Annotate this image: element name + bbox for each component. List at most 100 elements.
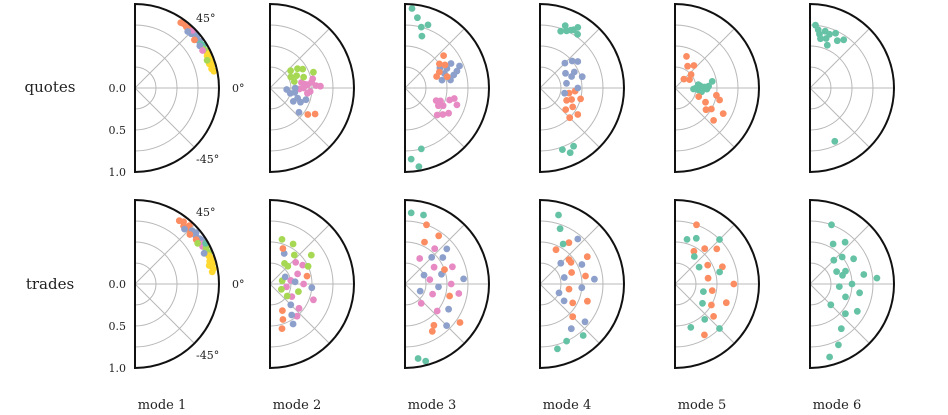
data-point-green: [278, 236, 286, 243]
angle-gridline: [404, 28, 465, 89]
data-point-orange: [565, 285, 573, 293]
data-point-orange: [278, 325, 286, 332]
data-point-orange: [279, 245, 287, 252]
angle-gridline: [674, 87, 735, 148]
data-point-teal: [832, 29, 839, 37]
data-point-orange: [565, 239, 573, 247]
panel-frame: [674, 2, 760, 174]
data-point-pink: [317, 82, 324, 90]
data-point-blue: [578, 284, 586, 292]
column-label-mode-4: mode 4: [543, 398, 592, 413]
data-point-blue: [297, 98, 304, 106]
data-point-teal: [563, 337, 570, 345]
data-point-orange: [695, 93, 703, 100]
data-point-blue: [184, 28, 192, 35]
data-point-teal: [690, 253, 698, 260]
data-point-blue: [438, 76, 446, 84]
angle-gridline: [269, 28, 330, 89]
data-point-teal: [683, 236, 691, 243]
data-point-orange: [569, 313, 577, 321]
angle-tick-0-top: 0°: [232, 82, 245, 95]
data-point-blue: [443, 245, 451, 253]
data-point-teal: [716, 268, 723, 276]
data-point-orange: [722, 299, 730, 307]
data-point-green: [281, 260, 288, 267]
data-point-teal: [561, 22, 569, 30]
data-point-blue: [561, 89, 568, 97]
data-point-teal: [417, 145, 425, 153]
column-label-mode-5: mode 5: [678, 398, 727, 413]
data-point-green: [307, 251, 315, 259]
data-point-orange: [690, 247, 698, 255]
data-point-blue: [578, 73, 586, 81]
column-label-mode-2: mode 2: [273, 398, 322, 413]
data-point-teal: [420, 211, 427, 219]
data-point-orange: [279, 316, 287, 323]
data-point-blue: [439, 254, 447, 261]
data-point-teal: [698, 88, 705, 96]
panel-quotes-mode-3: [404, 2, 490, 174]
data-point-teal: [826, 353, 833, 361]
data-point-teal: [716, 325, 723, 332]
data-point-green: [194, 239, 202, 247]
data-point-teal: [414, 14, 421, 22]
data-point-blue: [289, 98, 297, 105]
data-point-orange: [436, 60, 443, 68]
data-point-orange: [684, 62, 691, 70]
data-point-pink: [304, 89, 311, 97]
data-point-orange: [704, 274, 712, 282]
angle-tick-0-bottom: 0°: [232, 278, 245, 291]
angle-gridline: [134, 28, 195, 89]
panel-frame: [539, 198, 625, 370]
data-point-yellow: [210, 67, 218, 75]
data-point-teal: [842, 293, 849, 301]
data-point-teal: [833, 268, 840, 275]
data-point-pink: [301, 80, 309, 88]
panel-trades-mode-4: [539, 198, 625, 370]
data-point-blue: [560, 297, 568, 305]
data-point-teal: [554, 345, 561, 353]
data-point-teal: [559, 240, 567, 248]
data-point-pink: [435, 102, 442, 110]
angle-tick-45-top: 45°: [196, 12, 216, 25]
data-point-orange: [710, 117, 717, 124]
data-point-orange: [563, 97, 570, 104]
data-point-green: [294, 65, 301, 73]
column-label-mode-1: mode 1: [138, 398, 187, 413]
data-point-pink: [453, 101, 461, 109]
data-point-teal: [567, 26, 575, 34]
data-point-orange: [708, 287, 716, 294]
data-point-blue: [295, 108, 303, 116]
data-point-teal: [701, 316, 709, 323]
data-point-teal: [822, 35, 830, 42]
data-point-blue: [456, 62, 463, 70]
data-point-blue: [557, 259, 565, 267]
data-point-pink: [450, 95, 458, 102]
data-point-orange: [687, 71, 695, 78]
panel-trades-mode-3: [404, 198, 490, 370]
data-point-teal: [566, 149, 574, 157]
data-point-pink: [432, 97, 440, 104]
data-point-blue: [308, 284, 316, 292]
data-point-green: [290, 251, 298, 259]
panel-trades-mode-2: [269, 198, 355, 370]
data-point-orange: [440, 52, 447, 59]
panel-frame: [809, 2, 895, 174]
angle-gridline: [269, 224, 330, 285]
data-point-pink: [429, 290, 436, 298]
data-point-blue: [289, 320, 297, 328]
data-point-blue: [555, 289, 563, 297]
data-point-green: [289, 240, 297, 248]
data-point-blue: [181, 225, 188, 233]
data-point-orange: [567, 258, 575, 266]
data-point-green: [299, 65, 307, 73]
data-point-teal: [828, 221, 835, 229]
data-point-pink: [299, 261, 307, 269]
angle-gridline: [134, 283, 195, 344]
data-point-teal: [415, 163, 423, 171]
radius-tick-0-bottom: 0.0: [109, 278, 127, 291]
data-point-green: [203, 56, 211, 64]
data-point-orange: [686, 76, 693, 83]
data-point-orange: [569, 103, 577, 111]
data-point-teal: [837, 325, 845, 333]
